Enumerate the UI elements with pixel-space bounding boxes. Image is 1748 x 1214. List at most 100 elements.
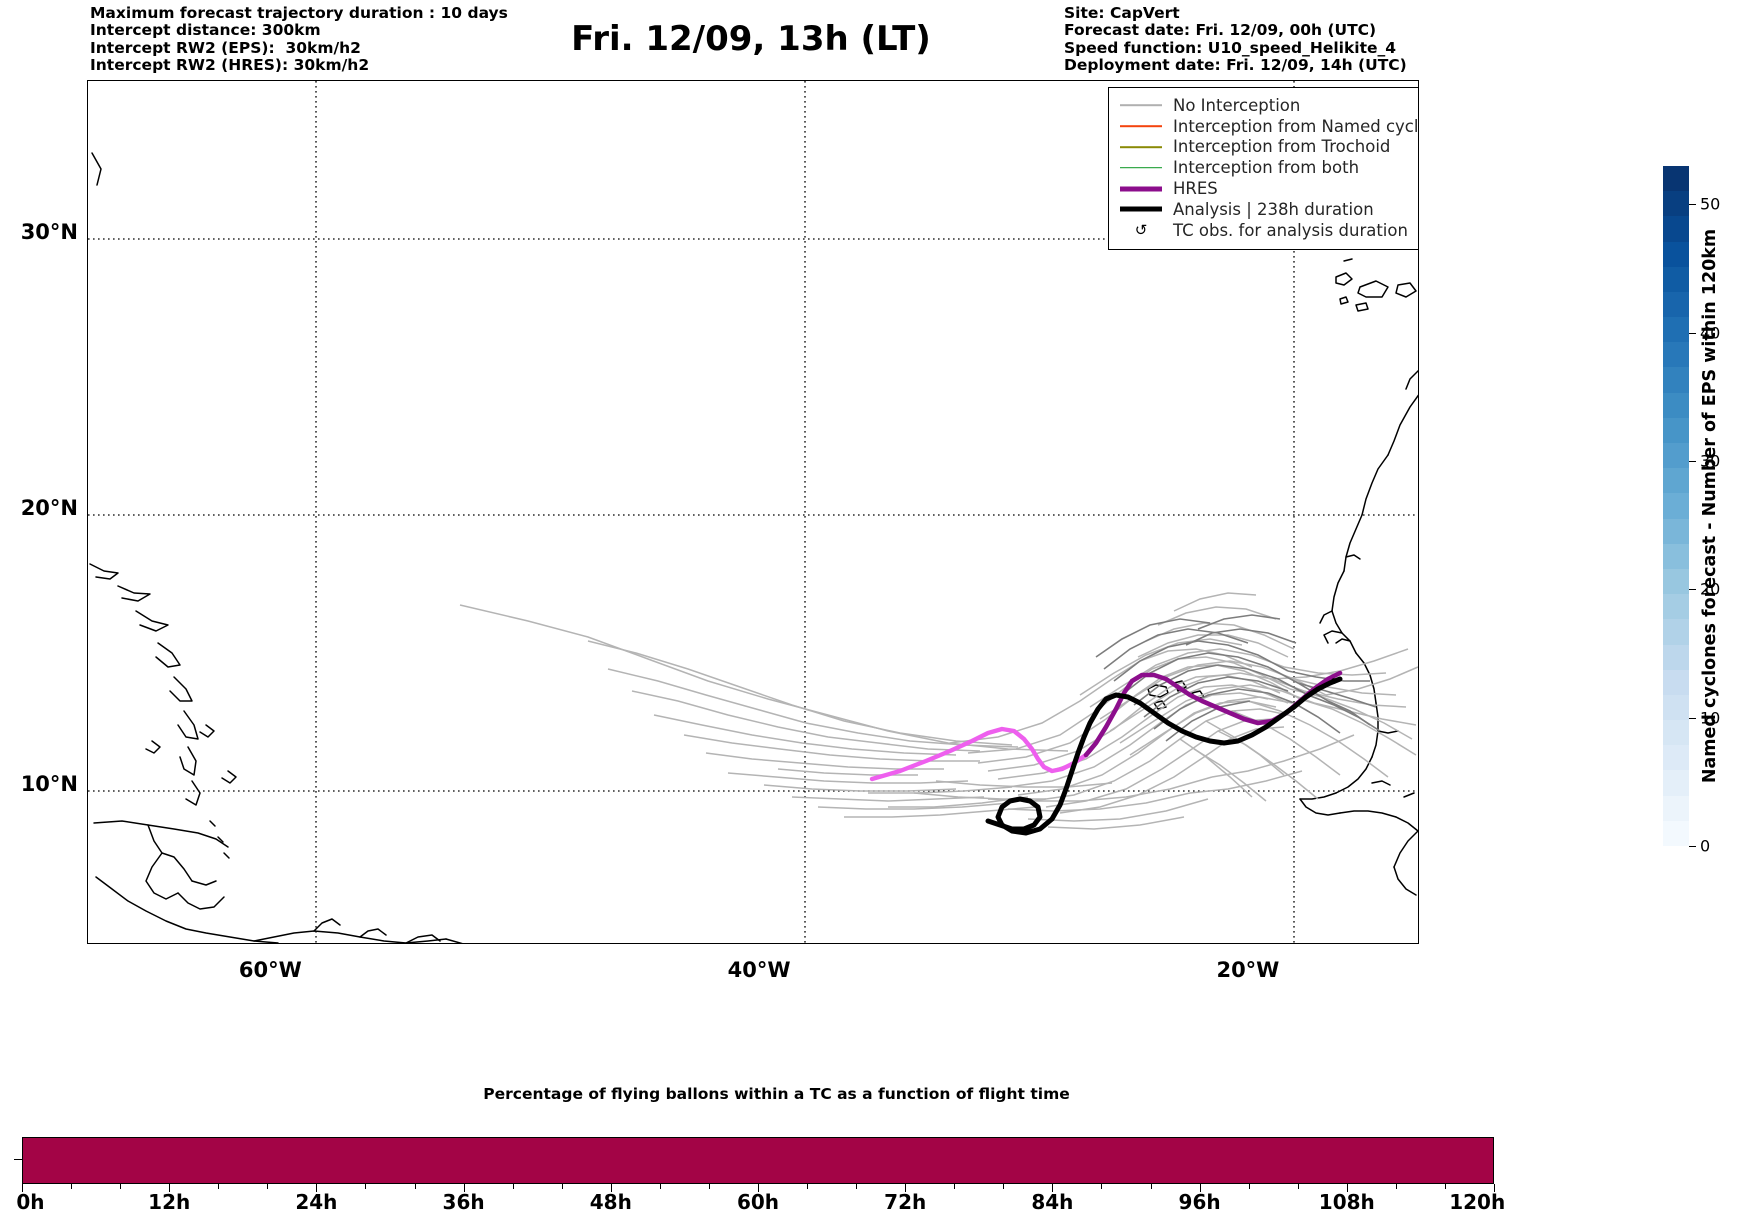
colorbar-title: Named cyclones forecast - Number of EPS … bbox=[1700, 228, 1720, 784]
colorbar-level bbox=[1663, 443, 1689, 469]
legend-item-label: Analysis | 238h duration bbox=[1173, 199, 1374, 219]
flight-time-ticklabel-2: 24h bbox=[295, 1190, 338, 1214]
colorbar-level bbox=[1663, 543, 1689, 569]
colorbar-ticklabel-1: 10 bbox=[1700, 708, 1721, 728]
colorbar-level bbox=[1663, 518, 1689, 544]
header-right-line-0: Site: CapVert bbox=[1064, 4, 1180, 22]
colorbar-tick-4 bbox=[1689, 332, 1696, 334]
flight-time-minor-tick bbox=[1444, 1184, 1446, 1189]
colorbar-level bbox=[1663, 669, 1689, 695]
map-xtick-1: 40°W bbox=[727, 958, 791, 982]
flight-time-tick-4 bbox=[610, 1184, 612, 1192]
header-right-line-2: Speed function: U10_speed_Helikite_4 bbox=[1064, 38, 1397, 57]
flight-time-bar-axes bbox=[22, 1137, 1494, 1184]
legend-item-label: Interception from Trochoid bbox=[1173, 137, 1391, 157]
flight-time-tick-7 bbox=[1052, 1184, 1054, 1192]
colorbar-level bbox=[1663, 417, 1689, 443]
flight-time-minor-tick bbox=[561, 1184, 563, 1189]
legend-line-swatch bbox=[1120, 161, 1162, 175]
map-legend: No Interception Interception from Named c… bbox=[1108, 87, 1418, 250]
coastlines bbox=[89, 152, 1418, 943]
header-left-line-0: Maximum forecast trajectory duration : 1… bbox=[90, 4, 508, 22]
map-xtick-0: 60°W bbox=[238, 958, 302, 982]
legend-line-swatch bbox=[1120, 202, 1162, 216]
header-left-info: Maximum forecast trajectory duration : 1… bbox=[90, 4, 508, 75]
flight-time-minor-tick bbox=[1101, 1184, 1103, 1189]
colorbar-ticklabel-2: 20 bbox=[1700, 579, 1721, 599]
flight-time-ticklabel-7: 84h bbox=[1031, 1190, 1074, 1214]
legend-item-2[interactable]: Interception from Trochoid bbox=[1120, 137, 1418, 158]
flight-time-tick-3 bbox=[463, 1184, 465, 1192]
colorbar-tick-5 bbox=[1689, 204, 1696, 206]
colorbar-level bbox=[1663, 720, 1689, 746]
flight-time-tick-1 bbox=[169, 1184, 171, 1192]
legend-item-3[interactable]: Interception from both bbox=[1120, 157, 1418, 178]
flight-time-ticklabel-3: 36h bbox=[442, 1190, 485, 1214]
map-ytick-0: 30°N bbox=[20, 219, 78, 244]
colorbar-level bbox=[1663, 291, 1689, 318]
colorbar-tick-0 bbox=[1689, 846, 1696, 847]
flight-time-minor-tick bbox=[120, 1184, 122, 1189]
eps-track-no-interception bbox=[459, 592, 1418, 830]
map-ytick-1: 20°N bbox=[20, 495, 78, 520]
header-right-line-3: Deployment date: Fri. 12/09, 14h (UTC) bbox=[1064, 56, 1407, 75]
legend-item-6[interactable]: ↺ TC obs. for analysis duration bbox=[1120, 220, 1418, 241]
legend-item-1[interactable]: Interception from Named cyclone bbox=[1120, 116, 1418, 137]
legend-item-5[interactable]: Analysis | 238h duration bbox=[1120, 199, 1418, 220]
header-left-line-2: Intercept RW2 (EPS): 30km/h2 bbox=[90, 38, 361, 57]
flight-time-minor-tick bbox=[71, 1184, 73, 1189]
colorbar-level bbox=[1663, 191, 1689, 217]
flight-time-ticklabel-0: 0h bbox=[16, 1190, 45, 1214]
flight-time-minor-tick bbox=[414, 1184, 416, 1189]
legend-item-label: HRES bbox=[1173, 179, 1218, 199]
page-title: Fri. 12/09, 13h (LT) bbox=[571, 19, 931, 59]
colorbar-level bbox=[1663, 392, 1689, 418]
colorbar-ticklabel-5: 50 bbox=[1700, 194, 1721, 214]
header-left-line-1: Intercept distance: 300km bbox=[90, 21, 321, 40]
flight-time-ticklabel-9: 108h bbox=[1318, 1190, 1375, 1214]
flight-time-minor-tick bbox=[267, 1184, 269, 1189]
header-left-line-3: Intercept RW2 (HRES): 30km/h2 bbox=[90, 56, 370, 75]
flight-time-tick-6 bbox=[905, 1184, 907, 1192]
legend-item-4[interactable]: HRES bbox=[1120, 178, 1418, 199]
colorbar-level bbox=[1663, 619, 1689, 645]
colorbar-level bbox=[1663, 216, 1689, 242]
eps-track-core bbox=[1095, 614, 1381, 742]
flight-time-minor-tick bbox=[807, 1184, 809, 1189]
flight-time-bar-left-tick bbox=[14, 1159, 22, 1160]
tc-observation-markers bbox=[1331, 678, 1337, 684]
colorbar-level bbox=[1663, 317, 1689, 343]
colorbar-ticklabel-4: 40 bbox=[1700, 323, 1721, 343]
colorbar-level bbox=[1663, 770, 1689, 796]
colorbar-gradient bbox=[1663, 165, 1689, 846]
flight-time-ticklabel-1: 12h bbox=[148, 1190, 191, 1214]
flight-time-tick-0 bbox=[22, 1184, 23, 1192]
flight-time-tick-8 bbox=[1199, 1184, 1201, 1192]
flight-time-minor-tick bbox=[708, 1184, 710, 1189]
colorbar-level bbox=[1663, 342, 1689, 368]
legend-item-0[interactable]: No Interception bbox=[1120, 95, 1418, 116]
flight-time-minor-tick bbox=[659, 1184, 661, 1189]
colorbar-tick-3 bbox=[1689, 461, 1696, 463]
flight-time-minor-tick bbox=[365, 1184, 367, 1189]
flight-time-tick-5 bbox=[758, 1184, 759, 1192]
legend-line-swatch bbox=[1120, 98, 1162, 112]
colorbar-level bbox=[1663, 644, 1689, 670]
legend-line-swatch bbox=[1120, 140, 1162, 154]
colorbar-level bbox=[1663, 745, 1689, 771]
flight-time-minor-tick bbox=[856, 1184, 858, 1189]
flight-time-minor-tick bbox=[1248, 1184, 1250, 1189]
map-ytick-2: 10°N bbox=[20, 771, 78, 796]
map-plot-area: No Interception Interception from Named c… bbox=[87, 80, 1419, 944]
colorbar-level bbox=[1663, 165, 1689, 192]
legend-line-swatch bbox=[1120, 182, 1162, 196]
colorbar-level bbox=[1663, 468, 1689, 494]
flight-time-minor-tick bbox=[1395, 1184, 1397, 1189]
tc-obs-marker-icon: ↺ bbox=[1134, 220, 1148, 239]
flight-time-minor-tick bbox=[1003, 1184, 1005, 1189]
colorbar-level bbox=[1663, 367, 1689, 393]
colorbar bbox=[1663, 165, 1689, 846]
colorbar-level bbox=[1663, 241, 1689, 267]
flight-time-minor-tick bbox=[1150, 1184, 1152, 1189]
flight-time-ticklabel-5: 60h bbox=[736, 1190, 780, 1214]
